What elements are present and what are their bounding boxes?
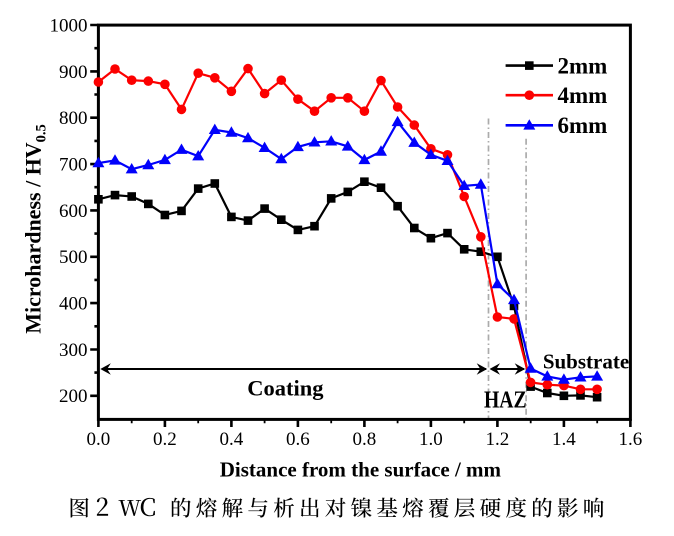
svg-text:200: 200 bbox=[59, 386, 88, 407]
svg-text:0.6: 0.6 bbox=[286, 429, 310, 450]
svg-text:1000: 1000 bbox=[50, 15, 88, 36]
svg-text:0.0: 0.0 bbox=[87, 429, 111, 450]
svg-text:Distance from the surface / mm: Distance from the surface / mm bbox=[220, 458, 502, 482]
svg-text:0.2: 0.2 bbox=[153, 429, 177, 450]
svg-text:6mm: 6mm bbox=[558, 113, 608, 138]
svg-text:1.2: 1.2 bbox=[486, 429, 510, 450]
svg-text:1.4: 1.4 bbox=[552, 429, 576, 450]
svg-text:800: 800 bbox=[59, 108, 88, 129]
svg-text:1.0: 1.0 bbox=[419, 429, 443, 450]
svg-text:1.6: 1.6 bbox=[619, 429, 643, 450]
svg-text:4mm: 4mm bbox=[558, 83, 608, 108]
svg-text:Substrate: Substrate bbox=[543, 349, 629, 373]
svg-text:Microhardness / HV0.5: Microhardness / HV0.5 bbox=[21, 124, 50, 334]
svg-text:600: 600 bbox=[59, 201, 88, 222]
svg-text:400: 400 bbox=[59, 294, 88, 315]
svg-text:Coating: Coating bbox=[247, 375, 324, 400]
svg-text:900: 900 bbox=[59, 62, 88, 83]
svg-text:2mm: 2mm bbox=[558, 53, 608, 78]
svg-text:300: 300 bbox=[59, 340, 88, 361]
svg-text:500: 500 bbox=[59, 247, 88, 268]
svg-text:0.8: 0.8 bbox=[353, 429, 377, 450]
svg-text:0.4: 0.4 bbox=[220, 429, 244, 450]
svg-text:HAZ: HAZ bbox=[484, 385, 527, 412]
svg-text:700: 700 bbox=[59, 155, 88, 176]
